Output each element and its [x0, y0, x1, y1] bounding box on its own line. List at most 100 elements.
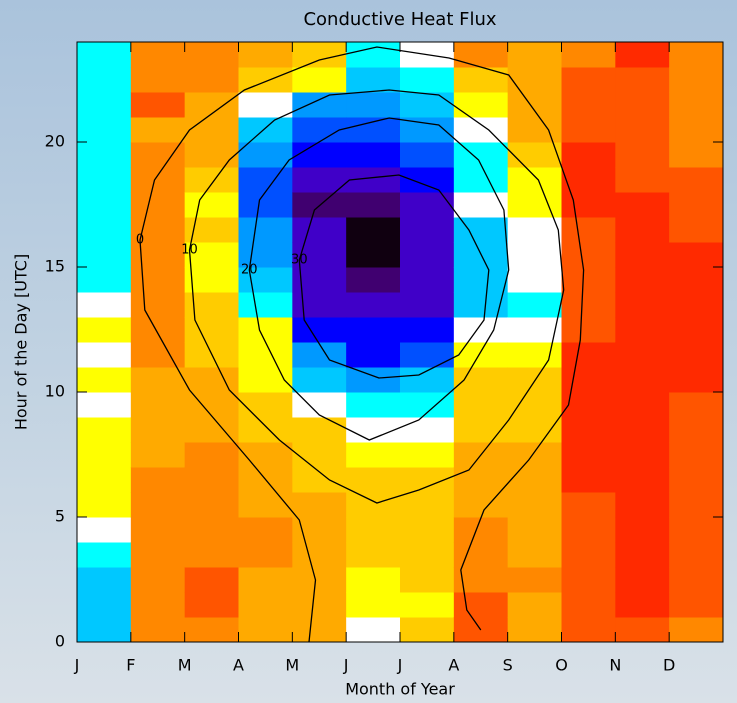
heat-cell: [508, 442, 562, 468]
heat-cell: [508, 517, 562, 543]
heat-cell: [400, 592, 454, 618]
heat-cell: [615, 42, 669, 68]
heat-cell: [185, 592, 239, 618]
heat-cell: [292, 142, 346, 168]
heat-cell: [669, 542, 723, 568]
heat-cell: [615, 592, 669, 618]
heat-cell: [508, 567, 562, 593]
heat-cell: [454, 167, 508, 193]
x-tick-label: M: [285, 656, 299, 675]
heat-cell: [346, 117, 400, 143]
heat-cell: [400, 317, 454, 343]
heat-cell: [185, 167, 239, 193]
heat-cell: [615, 192, 669, 218]
heat-cell: [669, 417, 723, 443]
heat-cell: [508, 542, 562, 568]
x-tick-label: A: [233, 656, 244, 675]
heat-cell: [400, 267, 454, 293]
heat-cell: [669, 342, 723, 368]
heat-cell: [292, 617, 346, 643]
heat-cell: [615, 142, 669, 168]
x-tick-label: M: [178, 656, 192, 675]
heat-cell: [239, 542, 293, 568]
heat-cell: [508, 417, 562, 443]
heat-cell: [77, 67, 131, 93]
heat-cell: [508, 592, 562, 618]
x-tick-label: S: [503, 656, 513, 675]
heat-cell: [292, 517, 346, 543]
heat-cell: [77, 317, 131, 343]
heat-cell: [615, 267, 669, 293]
heat-cell: [454, 392, 508, 418]
heat-cell: [562, 217, 616, 243]
heat-cell: [346, 142, 400, 168]
heat-cell: [508, 242, 562, 268]
heat-cell: [562, 567, 616, 593]
heat-cell: [454, 317, 508, 343]
heat-cell: [239, 117, 293, 143]
heat-cell: [185, 392, 239, 418]
heat-cell: [292, 367, 346, 393]
x-tick-label: J: [74, 656, 80, 675]
heat-cell: [400, 567, 454, 593]
heat-cell: [77, 142, 131, 168]
heat-cell: [77, 392, 131, 418]
heat-cell: [508, 42, 562, 68]
heat-cell: [454, 592, 508, 618]
heat-cell: [400, 517, 454, 543]
heat-cell: [562, 367, 616, 393]
heat-cell: [669, 167, 723, 193]
heat-cell: [185, 517, 239, 543]
heat-cell: [615, 167, 669, 193]
heat-cell: [346, 617, 400, 643]
heat-cell: [615, 442, 669, 468]
heat-cell: [185, 142, 239, 168]
heat-cell: [454, 192, 508, 218]
heat-cell: [400, 92, 454, 118]
heat-cell: [77, 417, 131, 443]
x-tick-label: O: [555, 656, 568, 675]
heat-cell: [77, 192, 131, 218]
heat-cell: [77, 292, 131, 318]
heat-cell: [669, 492, 723, 518]
heat-cell: [615, 467, 669, 493]
heat-cell: [77, 617, 131, 643]
heat-cell: [239, 492, 293, 518]
heat-cell: [292, 442, 346, 468]
heat-cell: [562, 42, 616, 68]
heat-cell: [239, 292, 293, 318]
heat-cell: [346, 42, 400, 68]
heat-cell: [562, 192, 616, 218]
heat-cell: [239, 192, 293, 218]
heat-cell: [77, 592, 131, 618]
heat-cell: [615, 92, 669, 118]
heatmap: [77, 42, 724, 643]
heat-cell: [131, 417, 185, 443]
heat-cell: [669, 367, 723, 393]
heat-cell: [669, 517, 723, 543]
heat-cell: [346, 192, 400, 218]
heat-cell: [77, 167, 131, 193]
heat-cell: [77, 92, 131, 118]
heat-cell: [185, 117, 239, 143]
heat-cell: [77, 217, 131, 243]
heat-cell: [508, 192, 562, 218]
contour-label: 0: [136, 233, 144, 248]
heat-cell: [400, 417, 454, 443]
heat-cell: [562, 67, 616, 93]
heat-cell: [508, 92, 562, 118]
heat-cell: [77, 117, 131, 143]
heat-cell: [346, 292, 400, 318]
heat-cell: [292, 567, 346, 593]
heat-cell: [292, 92, 346, 118]
heat-cell: [400, 167, 454, 193]
heat-cell: [292, 192, 346, 218]
heat-cell: [346, 67, 400, 93]
heat-cell: [292, 592, 346, 618]
heat-cell: [239, 592, 293, 618]
heat-cell: [131, 67, 185, 93]
heat-cell: [131, 617, 185, 643]
heat-cell: [669, 142, 723, 168]
heat-cell: [239, 442, 293, 468]
